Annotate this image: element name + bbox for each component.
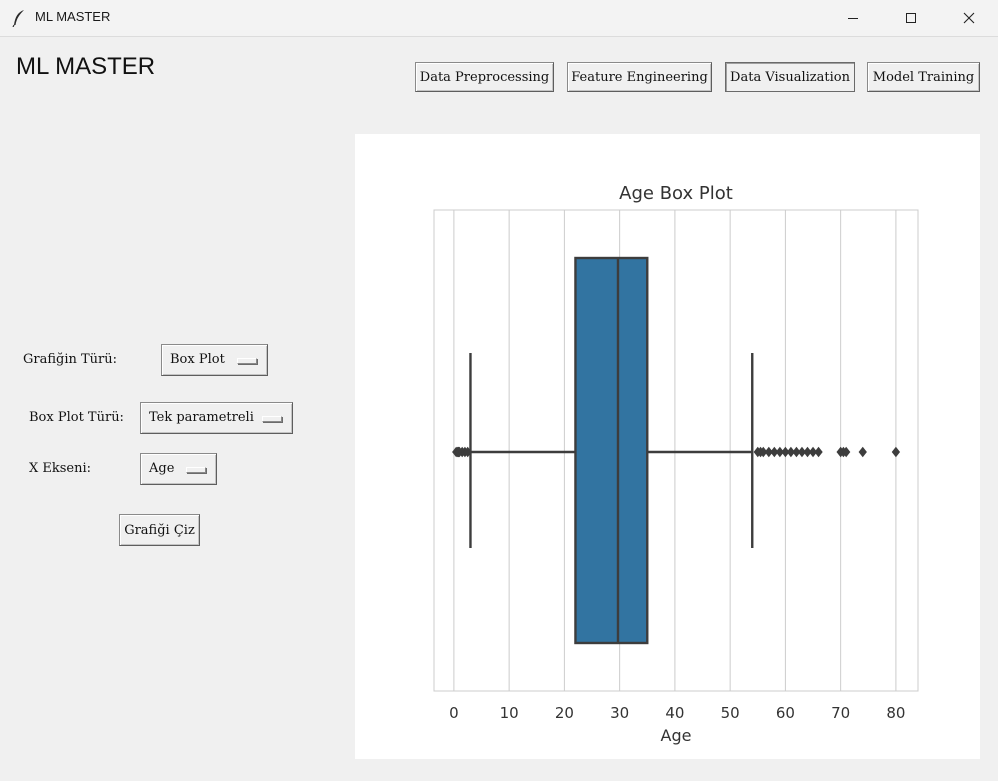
draw-chart-button[interactable]: Grafiği Çiz [119,514,200,546]
maximize-icon [906,13,916,23]
minimize-button[interactable] [824,0,882,36]
box-plot-chart: Age Box Plot 0 10 20 30 40 50 60 70 80 Age [433,183,919,745]
chart-type-value: Box Plot [170,352,225,367]
boxplot-type-value: Tek parametreli [149,410,254,425]
x-axis-label: Age [661,726,692,745]
minimize-icon [848,18,858,19]
outlier-point [808,446,818,458]
x-tick-label: 10 [500,704,519,722]
dropdown-indicator-icon [262,416,282,422]
outlier-point [891,446,901,458]
feature-engineering-button[interactable]: Feature Engineering [567,62,712,92]
boxplot-type-label: Box Plot Türü: [29,410,124,425]
x-tick-label: 40 [665,704,684,722]
x-tick-label: 70 [831,704,850,722]
x-tick-label: 0 [449,704,459,722]
plot-canvas: Age Box Plot 0 10 20 30 40 50 60 70 80 Age [355,134,980,759]
data-preprocessing-button[interactable]: Data Preprocessing [415,62,554,92]
outlier-point [858,446,867,458]
x-axis-value: Age [149,461,175,476]
title-bar: ML MASTER [0,0,998,37]
x-axis-select[interactable]: Age [140,453,217,485]
boxplot-type-select[interactable]: Tek parametreli [140,402,293,434]
outlier-point [770,446,779,458]
feather-icon [12,10,24,27]
window-title: ML MASTER [35,9,111,24]
box-iqr [574,256,649,645]
dropdown-indicator-icon [186,467,206,473]
x-tick-label: 80 [886,704,905,722]
x-tick-label: 30 [610,704,629,722]
data-visualization-button[interactable]: Data Visualization [725,62,855,92]
outlier-point [803,446,812,458]
close-button[interactable] [940,0,998,36]
chart-type-label: Grafiğin Türü: [23,352,118,367]
x-tick-label: 60 [776,704,795,722]
outlier-point [781,446,790,458]
outlier-point [792,446,801,458]
x-axis-label: X Ekseni: [29,461,92,476]
axes-frame [433,209,919,692]
model-training-button[interactable]: Model Training [867,62,980,92]
chart-type-select[interactable]: Box Plot [161,344,268,376]
maximize-button[interactable] [882,0,940,36]
outlier-point [814,446,823,458]
app-heading: ML MASTER [16,53,156,80]
outlier-point [786,446,796,458]
close-icon [963,12,975,24]
chart-title: Age Box Plot [619,183,733,204]
x-tick-label: 50 [721,704,740,722]
x-tick-label: 20 [555,704,574,722]
outlier-point [764,446,773,458]
dropdown-indicator-icon [237,358,257,364]
